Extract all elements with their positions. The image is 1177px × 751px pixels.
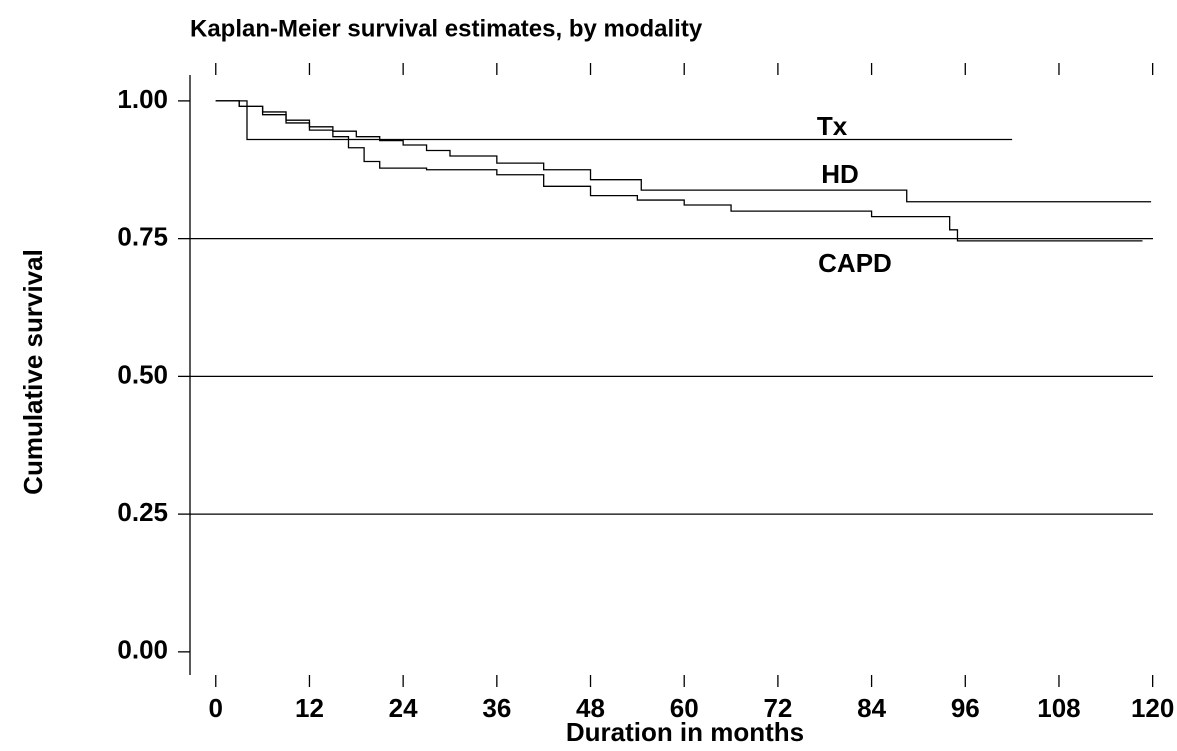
y-tick-label: 0.00: [117, 635, 168, 665]
x-tick-label: 84: [857, 693, 886, 723]
x-tick-label: 72: [763, 693, 792, 723]
x-axis-title: Duration in months: [566, 717, 804, 747]
chart-title: Kaplan-Meier survival estimates, by moda…: [190, 15, 703, 42]
x-tick-label: 48: [576, 693, 605, 723]
y-tick-label: 0.75: [117, 222, 168, 252]
x-tick-label: 120: [1131, 693, 1174, 723]
x-tick-label: 108: [1037, 693, 1080, 723]
y-tick-label: 0.50: [117, 359, 168, 389]
survival-curve: [215, 100, 1152, 203]
series-label: HD: [821, 159, 859, 189]
x-tick-label: 12: [295, 693, 324, 723]
series-label: Tx: [817, 111, 848, 141]
x-tick-label: 60: [670, 693, 699, 723]
y-axis-title: Cumulative survival: [18, 249, 48, 495]
y-tick-label: 1.00: [117, 84, 168, 114]
x-tick-label: 36: [482, 693, 511, 723]
x-tick-label: 0: [209, 693, 223, 723]
survival-curve: [215, 100, 1143, 242]
x-tick-label: 96: [951, 693, 980, 723]
x-tick-label: 24: [389, 693, 418, 723]
series-label: CAPD: [818, 248, 892, 278]
survival-curve: [215, 100, 1013, 141]
y-tick-label: 0.25: [117, 497, 168, 527]
